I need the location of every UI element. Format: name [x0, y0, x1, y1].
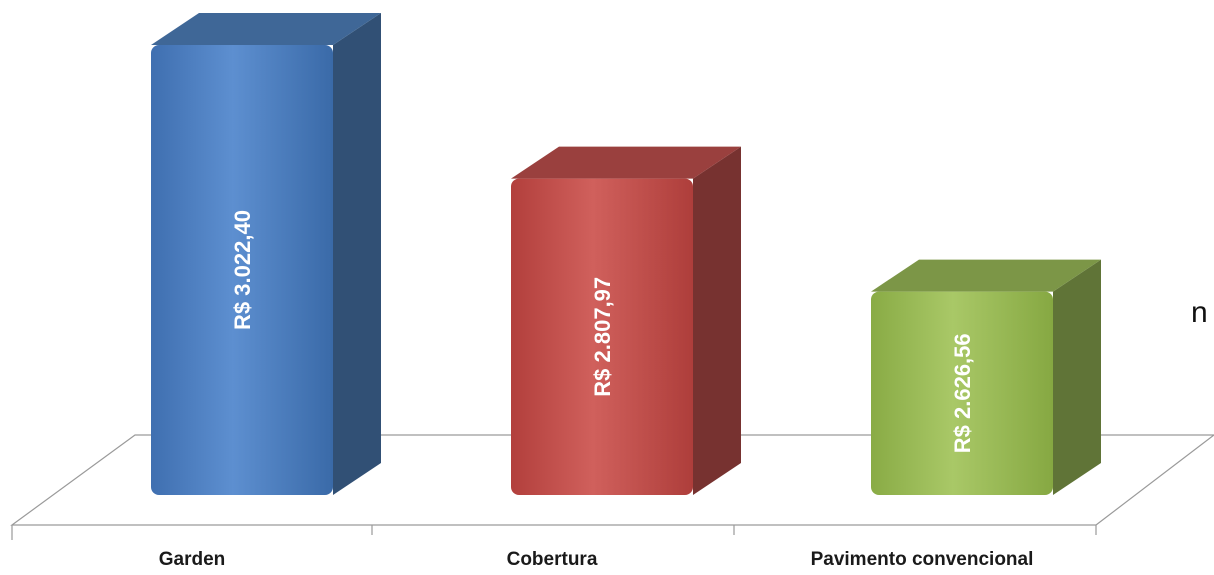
- bar-group: R$ 3.022,40 R$ 2.807,97 R$ 2.626,56: [151, 13, 1101, 496]
- bar-value-label: R$ 3.022,40: [230, 210, 255, 330]
- bar-side-face: [1053, 259, 1101, 495]
- bar-top-face: [151, 13, 381, 45]
- bar-top-face: [871, 259, 1101, 292]
- bar-side-face: [693, 146, 741, 496]
- bar-front-face: [151, 45, 333, 495]
- bar-front-face: [871, 291, 1053, 495]
- bar-top-face: [511, 146, 741, 179]
- bar-side-face: [333, 13, 381, 495]
- bar-value-label: R$ 2.807,97: [590, 277, 615, 397]
- x-axis-labels: Garden Cobertura Pavimento convencional: [159, 549, 1034, 570]
- x-tick-label: Cobertura: [507, 549, 598, 570]
- clipped-side-text: n o: [1191, 296, 1214, 329]
- bar-front-face: [511, 178, 693, 496]
- x-tick-label: Pavimento convencional: [811, 549, 1034, 570]
- bar-1: R$ 3.022,40: [151, 13, 381, 495]
- x-tick-label: Garden: [159, 549, 226, 570]
- bar-2: R$ 2.807,97: [511, 146, 741, 496]
- bar-value-label: R$ 2.626,56: [950, 333, 975, 453]
- bar-3: R$ 2.626,56: [871, 259, 1101, 495]
